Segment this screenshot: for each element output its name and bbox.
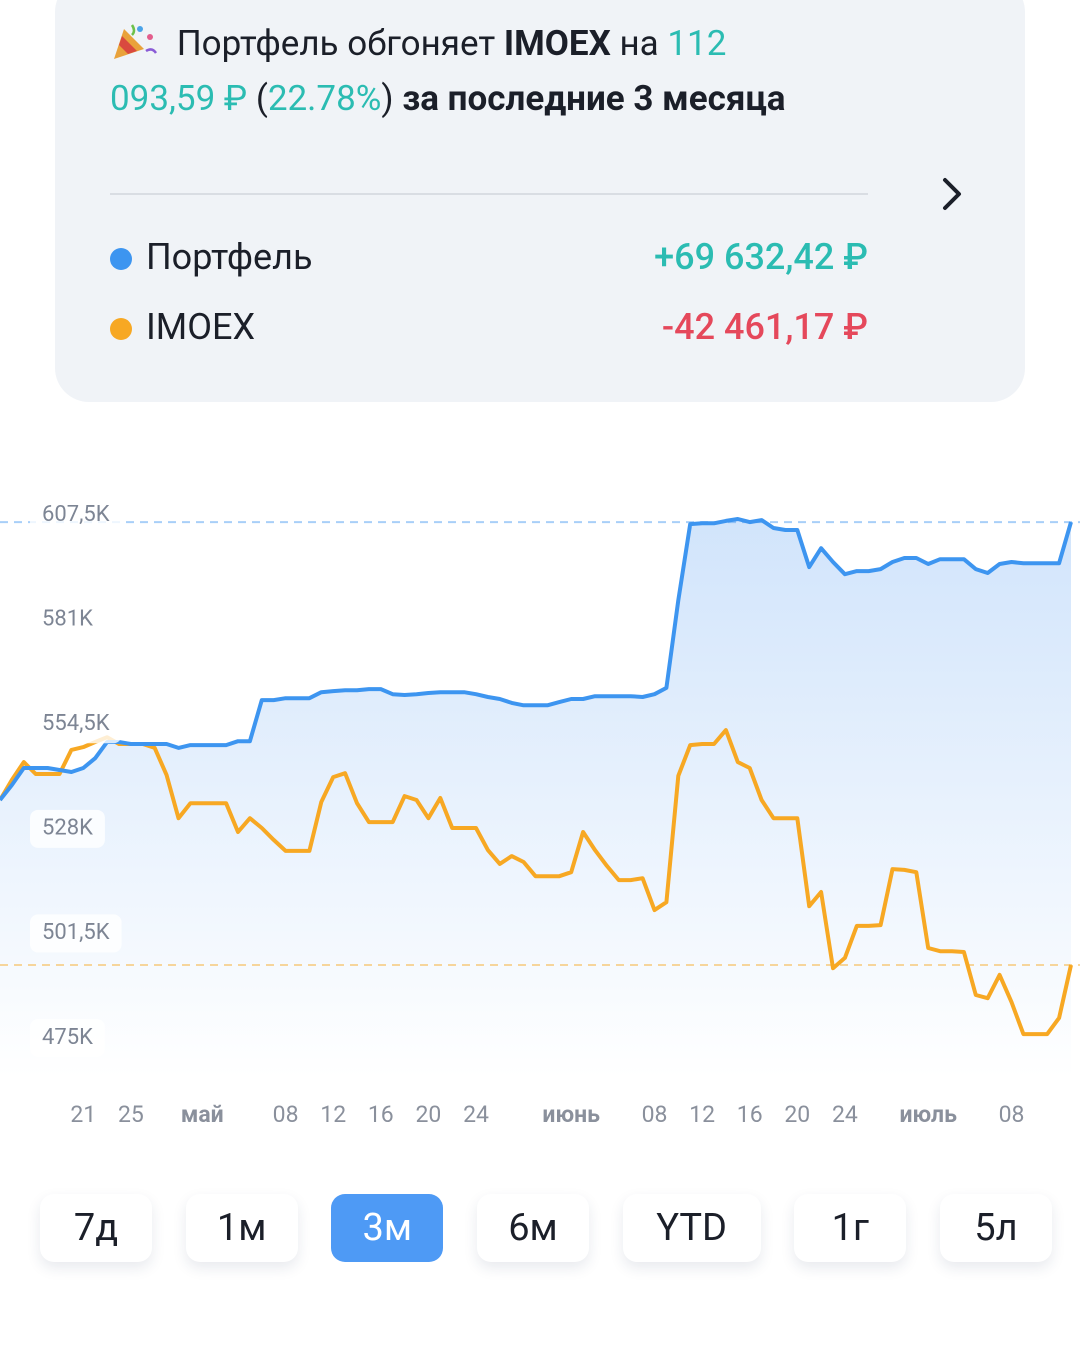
y-tick-bg (30, 705, 122, 744)
chart: 475K 501,5K 528K 554,5K 581K 607,5K 21 25 май 08 1… (0, 496, 1080, 1129)
y-tick-label: 475K (42, 1025, 93, 1050)
legend-change: -42 461,17 ₽ (661, 306, 868, 348)
y-tick-bg (30, 1019, 105, 1058)
period-button[interactable]: 3м (331, 1194, 444, 1262)
x-tick-label: 16 (737, 1101, 763, 1128)
period-button[interactable]: 1г (794, 1194, 907, 1262)
headline-text: Портфель обгоняет (176, 23, 504, 64)
series-line (0, 728, 1073, 1037)
legend-dot (110, 318, 132, 340)
y-tick-bg (30, 914, 122, 953)
period-button[interactable]: 6м (476, 1194, 589, 1262)
x-tick-label: 08 (642, 1101, 668, 1128)
x-tick-label: 24 (832, 1101, 858, 1128)
legend-name: Портфель (146, 236, 313, 278)
y-tick-bg (30, 496, 122, 535)
x-tick-label: 20 (415, 1101, 441, 1128)
period-button[interactable]: 7д (40, 1194, 152, 1262)
y-tick-label: 581K (42, 606, 93, 631)
period-button[interactable]: YTD (622, 1194, 761, 1262)
y-tick-label: 554,5K (42, 711, 110, 736)
area-fill (0, 519, 1071, 1078)
series-line (0, 517, 1073, 802)
headline-text: ) (381, 78, 394, 119)
period-button[interactable]: 5л (939, 1194, 1052, 1262)
y-tick-label: 607,5K (42, 502, 110, 527)
x-tick-label: май (181, 1101, 224, 1128)
legend-row: Портфель +69 632,42 ₽ (108, 234, 868, 284)
x-tick-label: 12 (320, 1101, 346, 1128)
y-tick-label: 528K (42, 816, 93, 841)
period-button[interactable]: 1м (185, 1194, 298, 1262)
headline-text: 112 093,59 ₽ (110, 23, 736, 119)
period-selector: 7д 1м 3м 6м YTD 1г 5л (40, 1194, 1052, 1262)
legend-row: IMOEX -42 461,17 ₽ (108, 304, 868, 354)
headline: Портфель обгоняет IMOEX на 112 093,59 ₽ … (110, 16, 810, 126)
headline-text: на (610, 23, 668, 64)
x-tick-label: 12 (689, 1101, 715, 1128)
headline-text: IMOEX (503, 23, 611, 64)
chevron[interactable] (936, 174, 970, 214)
x-tick-label: 20 (784, 1101, 810, 1128)
y-tick-bg (30, 600, 105, 639)
x-tick-label: 25 (118, 1101, 144, 1128)
summary-card[interactable] (55, 0, 1025, 402)
headline-text: ( (247, 78, 268, 119)
x-tick-label: 08 (999, 1101, 1025, 1128)
x-tick-label: 21 (70, 1101, 96, 1128)
x-tick-label: июнь (542, 1101, 600, 1128)
legend-change: +69 632,42 ₽ (654, 236, 868, 278)
x-tick-label: 16 (368, 1101, 394, 1128)
x-tick-label: 24 (463, 1101, 489, 1128)
y-tick-bg (30, 809, 105, 848)
legend-dot (110, 248, 132, 270)
y-tick-label: 501,5K (42, 920, 110, 945)
divider (110, 193, 868, 195)
x-tick-label: 08 (273, 1101, 299, 1128)
x-tick-label: июль (899, 1101, 957, 1128)
headline-text: за последние 3 месяца (393, 78, 786, 119)
legend-name: IMOEX (146, 306, 256, 348)
party-icon (114, 24, 158, 59)
headline-text: 22.78% (267, 78, 382, 119)
